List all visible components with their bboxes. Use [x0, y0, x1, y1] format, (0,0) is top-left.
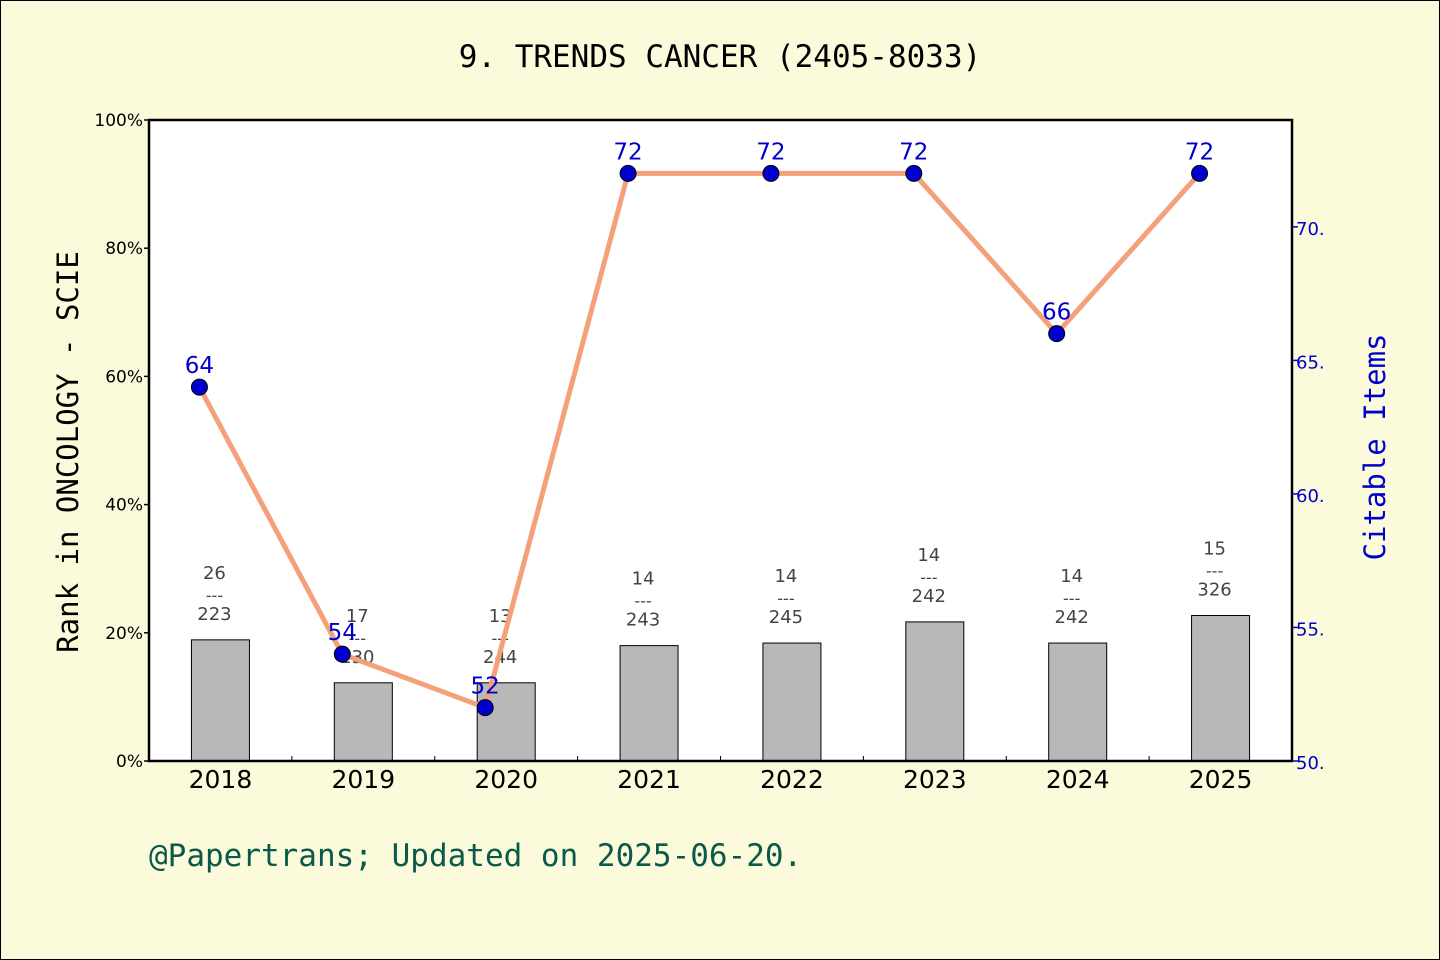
bar-label-total: 242	[1055, 607, 1089, 628]
bar-2021	[619, 645, 679, 762]
bar-label-total: 245	[769, 607, 803, 628]
bar-label-rank: 17	[346, 606, 369, 627]
citable-items-label: 72	[1185, 139, 1214, 165]
bar-label-rank: 14	[1060, 566, 1083, 587]
bar-2022	[762, 642, 822, 762]
bar-2025	[1191, 614, 1251, 762]
x-tick-label: 2021	[617, 765, 681, 794]
citable-items-label: 64	[185, 353, 214, 379]
x-tick-label: 2023	[903, 765, 967, 794]
bar-label-total: 326	[1197, 579, 1231, 600]
bar-label-total: 223	[197, 604, 231, 625]
bar-label-separator: ---	[634, 592, 651, 611]
bar-label-separator: ---	[1063, 589, 1080, 608]
citable-items-point	[762, 164, 780, 182]
citable-items-point	[619, 164, 637, 182]
x-tick-label: 2022	[760, 765, 824, 794]
bar-2018	[190, 639, 250, 762]
chart-title: 9. TRENDS CANCER (2405-8033)	[459, 39, 982, 75]
bar-label-separator: ---	[349, 629, 366, 648]
left-tick-label: 0%	[116, 752, 143, 772]
right-tick-label: 65.	[1296, 352, 1325, 373]
plot-area	[149, 120, 1292, 761]
citable-items-point	[1191, 164, 1209, 182]
left-tick-label: 40%	[105, 496, 143, 516]
left-tick-label: 100%	[94, 111, 143, 131]
left-axis-title: Rank in ONCOLOGY - SCIE	[51, 251, 85, 653]
citable-items-label: 66	[1042, 300, 1071, 326]
citable-items-label: 72	[756, 139, 785, 165]
bar-label-separator: ---	[777, 589, 794, 608]
bar-label-rank: 14	[632, 569, 655, 590]
right-tick-label: 60.	[1296, 486, 1325, 507]
citable-items-point	[333, 645, 351, 663]
citable-items-label: 54	[328, 620, 357, 646]
bar-2023	[905, 621, 965, 762]
right-tick-label: 70.	[1296, 219, 1325, 240]
citable-items-point	[190, 378, 208, 396]
x-tick-label: 2019	[332, 765, 396, 794]
bar-label-rank: 14	[774, 566, 797, 587]
bar-label-separator: ---	[1206, 561, 1223, 580]
bar-label-separator: ---	[206, 586, 223, 605]
citable-items-point	[905, 164, 923, 182]
footer-note: @Papertrans; Updated on 2025-06-20.	[149, 838, 802, 874]
citable-items-line	[197, 170, 1202, 711]
right-axis-title: Citable Items	[1358, 334, 1392, 561]
bar-2019	[333, 682, 393, 762]
bar-2024	[1048, 642, 1108, 762]
bar-label-rank: 26	[203, 563, 226, 584]
right-tick-label: 50.	[1296, 753, 1325, 774]
citable-items-label: 72	[613, 139, 642, 165]
x-tick-label: 2025	[1189, 765, 1253, 794]
bar-label-rank: 15	[1203, 538, 1226, 559]
left-tick-label: 20%	[105, 624, 143, 644]
left-tick-label: 60%	[105, 367, 143, 387]
x-tick-label: 2024	[1046, 765, 1110, 794]
bar-label-separator: ---	[920, 568, 937, 587]
citable-items-point	[1048, 325, 1066, 343]
x-tick-label: 2018	[189, 765, 253, 794]
citable-items-label: 72	[899, 139, 928, 165]
x-tick-label: 2020	[474, 765, 538, 794]
bar-label-rank: 14	[917, 545, 940, 566]
citable-items-label: 52	[471, 674, 500, 700]
citable-items-point	[476, 699, 494, 717]
bar-label-total: 243	[626, 610, 660, 631]
left-tick-label: 80%	[105, 239, 143, 259]
bar-label-total: 242	[912, 586, 946, 607]
right-tick-label: 55.	[1296, 619, 1325, 640]
